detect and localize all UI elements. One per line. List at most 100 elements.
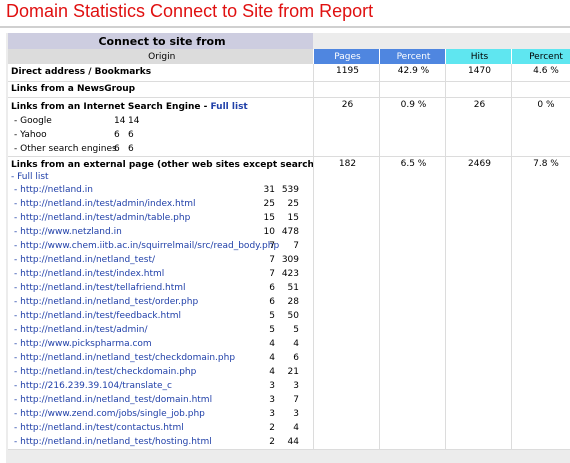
referrer-url-link[interactable]: - http://netland.in/netland_test/hosting…: [14, 436, 212, 447]
referrer-item: - http://netland.in/netland_test/domain.…: [11, 393, 312, 407]
referrer-pages: 4: [269, 338, 275, 349]
referrer-url-link[interactable]: - http://netland.in/test/admin/: [14, 324, 148, 335]
referrer-url-link[interactable]: - http://netland.in/test/contactus.html: [14, 422, 184, 433]
referrer-item: - http://netland.in/test/admin/table.php…: [11, 211, 312, 225]
referrer-item: - http://www.pickspharma.com 4 4: [11, 337, 312, 351]
referrer-hits: 50: [287, 310, 299, 321]
referrer-url-link[interactable]: - http://netland.in/test/admin/index.htm…: [14, 198, 196, 209]
referrer-hits: 7: [293, 394, 299, 405]
referrer-hits: 7: [293, 240, 299, 251]
referrer-item: - http://216.239.39.104/translate_c 3 3: [11, 379, 312, 393]
search-engine-name: - Other search engines: [14, 143, 117, 154]
row-external: Links from an external page (other web s…: [8, 156, 314, 450]
referrer-hits: 539: [281, 184, 299, 195]
page-title: Domain Statistics Connect to Site from R…: [6, 1, 374, 21]
referrer-pages: 15: [263, 212, 275, 223]
referrer-item: - http://netland.in/test/index.html 7 423: [11, 267, 312, 281]
search-engine-hits: 6: [128, 129, 134, 140]
referrer-hits: 6: [293, 352, 299, 363]
search-engine-pages: 6: [114, 129, 120, 140]
referrer-pages: 2: [269, 436, 275, 447]
referrer-hits: 51: [287, 282, 299, 293]
referrer-item: - http://netland.in/test/tellafriend.htm…: [11, 281, 312, 295]
referrer-pages: 3: [269, 394, 275, 405]
col-pages: Pages: [313, 49, 380, 64]
search-engine-hits: 6: [128, 143, 134, 154]
referrer-item: - http://netland.in/test/feedback.html 5 5…: [11, 309, 312, 323]
referrer-hits: 15: [287, 212, 299, 223]
referrer-url-link[interactable]: - http://www.zend.com/jobs/single_job.ph…: [14, 408, 205, 419]
col-origin: Origin: [8, 49, 314, 64]
referrer-pages: 31: [263, 184, 275, 195]
referrer-url-link[interactable]: - http://netland.in/test/admin/table.php: [14, 212, 191, 223]
search-engine-name: - Yahoo: [14, 129, 47, 140]
search-percent-pages: 0.9 %: [379, 97, 446, 157]
search-engine-item: - Other search engines 6 6: [11, 142, 312, 156]
referrer-pages: 6: [269, 296, 275, 307]
external-full-list-link[interactable]: - Full list: [11, 171, 49, 182]
col-hits: Hits: [445, 49, 512, 64]
row-newsgroup-label: Links from a NewsGroup: [8, 81, 314, 98]
referrer-url-link[interactable]: - http://216.239.39.104/translate_c: [14, 380, 172, 391]
referrer-url-link[interactable]: - http://netland.in/test/checkdomain.php: [14, 366, 197, 377]
referrer-url-link[interactable]: - http://netland.in: [14, 184, 93, 195]
referrer-item: - http://netland.in/test/admin/5 5: [11, 323, 312, 337]
referrer-hits: 309: [281, 254, 299, 265]
referrer-hits: 478: [281, 226, 299, 237]
external-percent-pages: 6.5 %: [379, 156, 446, 450]
referrer-item: - http://netland.in/netland_test/order.p…: [11, 295, 312, 309]
referrer-pages: 10: [263, 226, 275, 237]
referrer-url-link[interactable]: - http://www.pickspharma.com: [14, 338, 152, 349]
referrer-hits: 21: [287, 366, 299, 377]
referrer-url-link[interactable]: - http://www.chem.iitb.ac.in/squirrelmai…: [14, 240, 280, 251]
referrer-item: - http://www.chem.iitb.ac.in/squirrelmai…: [11, 239, 312, 253]
referrer-hits: 3: [293, 408, 299, 419]
referrer-url-link[interactable]: - http://netland.in/netland_test/checkdo…: [14, 352, 236, 363]
referrer-url-link[interactable]: - http://netland.in/netland_test/domain.…: [14, 394, 213, 405]
referrer-url-link[interactable]: - http://netland.in/test/feedback.html: [14, 310, 182, 321]
direct-percent-pages: 42.9 %: [379, 64, 446, 82]
referrer-url-link[interactable]: - http://netland.in/test/tellafriend.htm…: [14, 282, 186, 293]
referrer-url-link[interactable]: - http://netland.in/test/index.html: [14, 268, 165, 279]
search-engine-hits: 14: [128, 115, 140, 126]
referrer-url-link[interactable]: - http://netland.in/netland_test/order.p…: [14, 296, 199, 307]
referrer-item: - http://netland.in/test/checkdomain.php…: [11, 365, 312, 379]
referrer-url-link[interactable]: - http://www.netzland.in: [14, 226, 122, 237]
referrer-pages: 3: [269, 408, 275, 419]
search-pages: 26: [313, 97, 380, 157]
search-engine-name: - Google: [14, 115, 52, 126]
referrer-hits: 28: [287, 296, 299, 307]
row-search-label: Links from an Internet Search Engine -: [11, 101, 211, 112]
referrer-url-link[interactable]: - http://netland.in/netland_test/: [14, 254, 155, 265]
title-divider: [0, 26, 570, 28]
referrer-pages: 25: [263, 198, 275, 209]
referrer-hits: 25: [287, 198, 299, 209]
referrer-hits: 44: [287, 436, 299, 447]
referrer-item: - http://www.netzland.in 10 478: [11, 225, 312, 239]
referrer-pages: 5: [269, 310, 275, 321]
col-percent-pages: Percent: [379, 49, 446, 64]
search-engine-pages: 14: [114, 115, 126, 126]
row-external-label: Links from an external page (other web s…: [11, 159, 313, 170]
referrer-hits: 3: [293, 380, 299, 391]
direct-percent-hits: 4.6 %: [511, 64, 570, 82]
external-percent-hits: 7.8 %: [511, 156, 570, 450]
row-direct-label: Direct address / Bookmarks: [8, 64, 314, 82]
search-engine-item: - Yahoo 6 6: [11, 128, 312, 142]
referrer-item: - http://netland.in/test/contactus.html 2…: [11, 421, 312, 435]
search-hits: 26: [445, 97, 512, 157]
referrer-pages: 3: [269, 380, 275, 391]
referrer-hits: 4: [293, 422, 299, 433]
referrer-hits: 4: [293, 338, 299, 349]
referrer-pages: 4: [269, 352, 275, 363]
external-hits: 2469: [445, 156, 512, 450]
referrer-pages: 4: [269, 366, 275, 377]
search-engine-item: - Google 14 14: [11, 114, 312, 128]
referrer-item: - http://netland.in/netland_test/hosting…: [11, 435, 312, 449]
search-engine-pages: 6: [114, 143, 120, 154]
direct-hits: 1470: [445, 64, 512, 82]
search-full-list-link[interactable]: Full list: [210, 101, 248, 112]
connect-from-table: Connect to site from Origin Pages Percen…: [8, 33, 570, 450]
direct-pages: 1195: [313, 64, 380, 82]
section-title: Connect to site from: [8, 33, 313, 49]
